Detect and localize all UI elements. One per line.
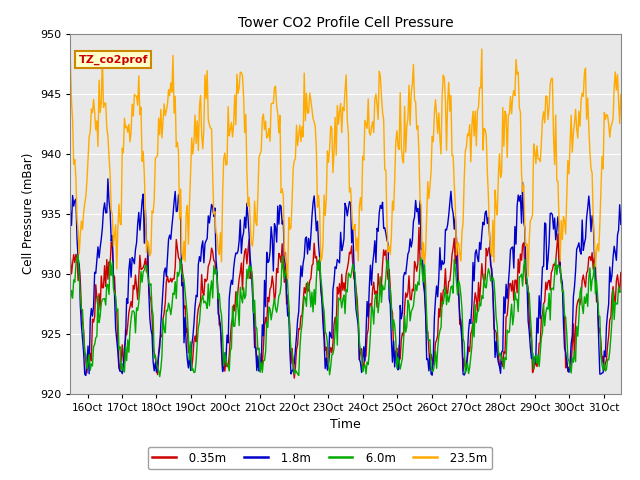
Legend:  0.35m,  1.8m,  6.0m,  23.5m: 0.35m, 1.8m, 6.0m, 23.5m xyxy=(148,447,492,469)
X-axis label: Time: Time xyxy=(330,418,361,431)
Title: Tower CO2 Profile Cell Pressure: Tower CO2 Profile Cell Pressure xyxy=(238,16,453,30)
Y-axis label: Cell Pressure (mBar): Cell Pressure (mBar) xyxy=(22,153,35,274)
Text: TZ_co2prof: TZ_co2prof xyxy=(79,54,148,65)
